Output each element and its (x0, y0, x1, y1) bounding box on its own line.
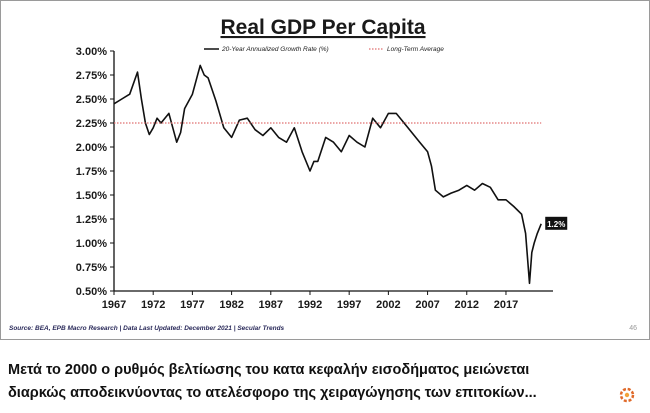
last-value-label: 1.2% (547, 220, 565, 229)
x-tick-label: 1982 (219, 299, 243, 311)
gear-icon[interactable] (618, 386, 636, 404)
growth-rate-line (113, 64, 542, 285)
y-tick-label: 2.00% (76, 142, 107, 154)
x-tick-label: 1977 (180, 299, 204, 311)
y-tick-label: 1.75% (76, 166, 107, 178)
x-tick-label: 1992 (298, 299, 322, 311)
y-tick-label: 2.75% (76, 70, 107, 82)
chart-slide: Real GDP Per Capita 20-Year Annualized G… (0, 0, 650, 340)
chart-title: Real GDP Per Capita (220, 16, 425, 39)
x-tick-label: 2007 (415, 299, 439, 311)
x-tick-label: 1987 (259, 299, 283, 311)
legend-label-growth: 20-Year Annualized Growth Rate (%) (221, 46, 329, 53)
caption-line-1: Μετά το 2000 ο ρυθμός βελτίωσης του κατα… (8, 362, 530, 378)
last-value-box (545, 216, 568, 230)
y-tick-label: 0.75% (76, 262, 107, 274)
y-tick-label: 1.25% (76, 214, 107, 226)
y-tick-label: 2.25% (76, 118, 107, 130)
x-tick-label: 2012 (455, 299, 479, 311)
slide-footer: Source: BEA, EPB Macro Research | Data L… (1, 319, 650, 341)
x-tick-label: 2002 (376, 299, 400, 311)
x-tick-label: 1997 (337, 299, 361, 311)
page-number: 46 (629, 325, 637, 332)
y-tick-label: 1.50% (76, 190, 107, 202)
caption-line-2: διαρκώς αποδεικνύοντας το ατελέσφορο της… (8, 385, 537, 401)
chart-area: Real GDP Per Capita 20-Year Annualized G… (76, 16, 568, 311)
x-tick-label: 1967 (102, 299, 126, 311)
caption-text: Μετά το 2000 ο ρυθμός βελτίωσης του κατα… (8, 359, 608, 405)
x-tick-label: 1972 (141, 299, 165, 311)
legend-label-average: Long-Term Average (387, 46, 444, 53)
y-tick-label: 1.00% (76, 238, 107, 250)
y-tick-label: 2.50% (76, 94, 107, 106)
y-tick-label: 3.00% (76, 46, 107, 58)
x-tick-label: 2017 (494, 299, 518, 311)
y-tick-label: 0.50% (76, 286, 107, 298)
source-note: Source: BEA, EPB Macro Research | Data L… (9, 325, 285, 332)
